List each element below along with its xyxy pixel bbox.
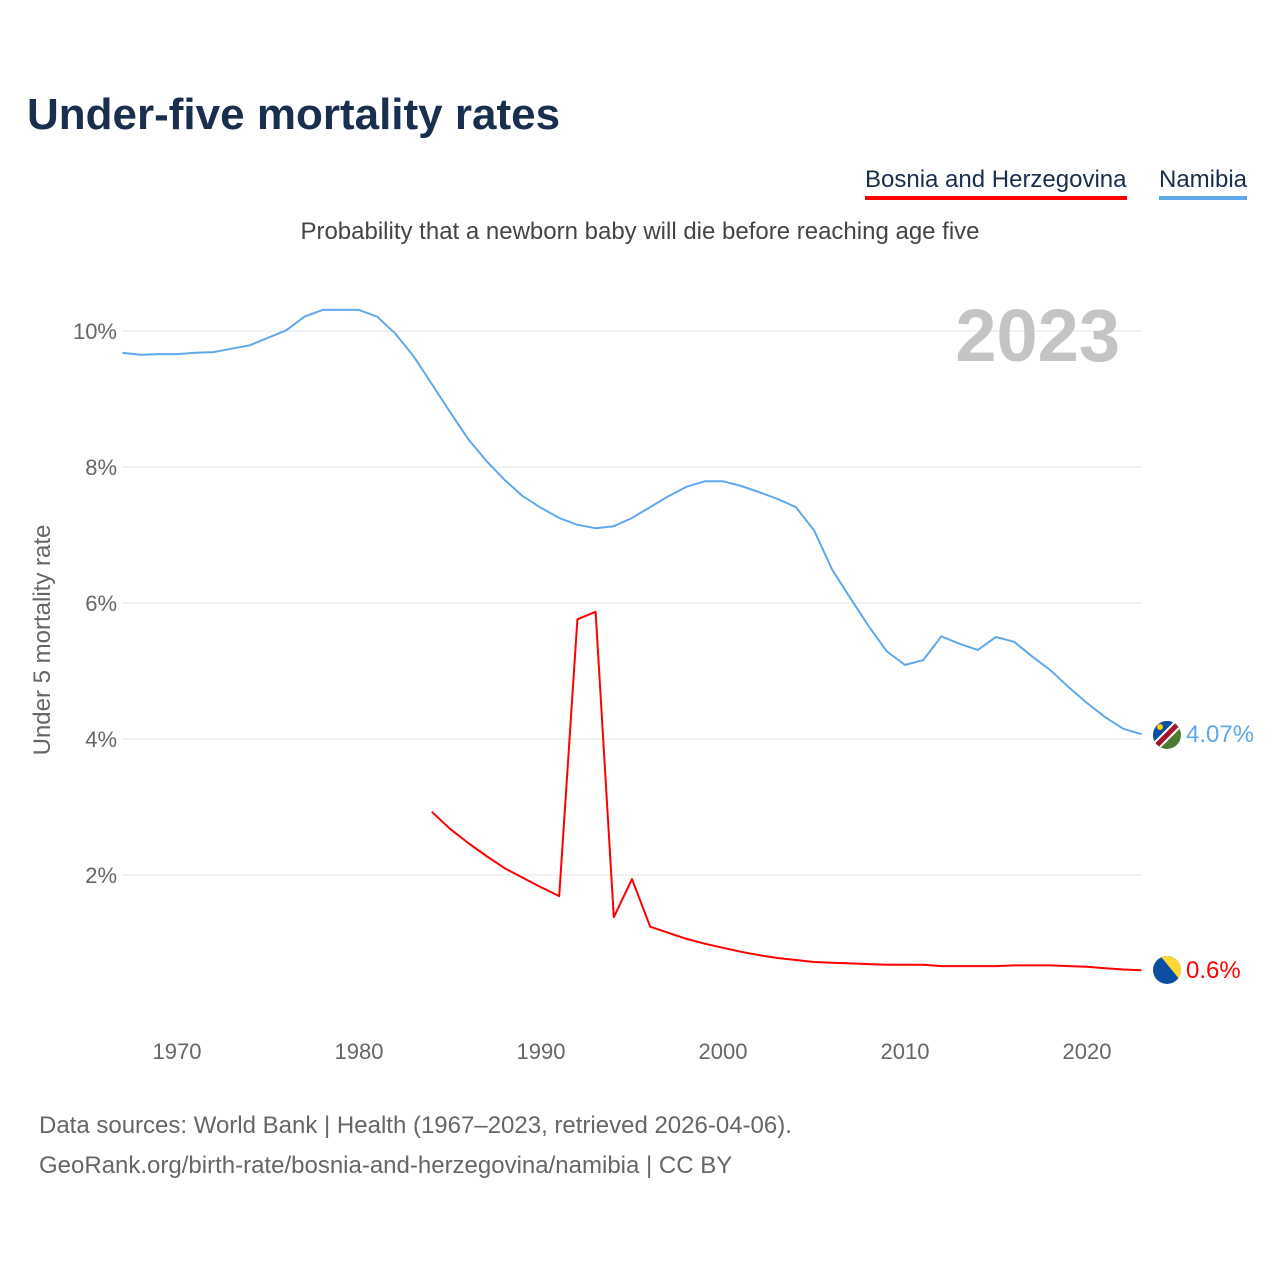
y-tick-label: 8% [85, 455, 117, 480]
legend-bosnia[interactable]: Bosnia and Herzegovina [865, 166, 1127, 200]
x-tick-label: 1970 [153, 1039, 202, 1064]
source-line-2: GeoRank.org/birth-rate/bosnia-and-herzeg… [39, 1152, 733, 1179]
x-tick-label: 2000 [699, 1039, 748, 1064]
source-note: Data sources: World Bank | Health (1967–… [39, 1106, 792, 1186]
namibia-flag-icon [1153, 721, 1181, 749]
y-tick-label: 4% [85, 727, 117, 752]
y-axis-label: Under 5 mortality rate [29, 525, 56, 756]
source-line-1: Data sources: World Bank | Health (1967–… [39, 1112, 792, 1139]
legend-namibia[interactable]: Namibia [1159, 166, 1248, 200]
end-value-label: 4.07% [1186, 721, 1254, 748]
chart-title: Under-five mortality rates [27, 90, 561, 139]
x-tick-label: 2010 [881, 1039, 930, 1064]
x-tick-label: 1980 [335, 1039, 384, 1064]
x-tick-label: 2020 [1063, 1039, 1112, 1064]
chart-subtitle: Probability that a newborn baby will die… [300, 218, 980, 245]
x-tick-label: 1990 [517, 1039, 566, 1064]
y-tick-label: 2% [85, 863, 117, 888]
series-line-bosnia-and-herzegovina [431, 610, 1142, 972]
end-value-label: 0.6% [1186, 957, 1241, 984]
y-tick-label: 10% [73, 319, 117, 344]
bosnia-flag-icon [1153, 956, 1181, 984]
y-tick-label: 6% [85, 591, 117, 616]
year-label: 2023 [955, 294, 1120, 377]
series-line-namibia [122, 308, 1142, 736]
